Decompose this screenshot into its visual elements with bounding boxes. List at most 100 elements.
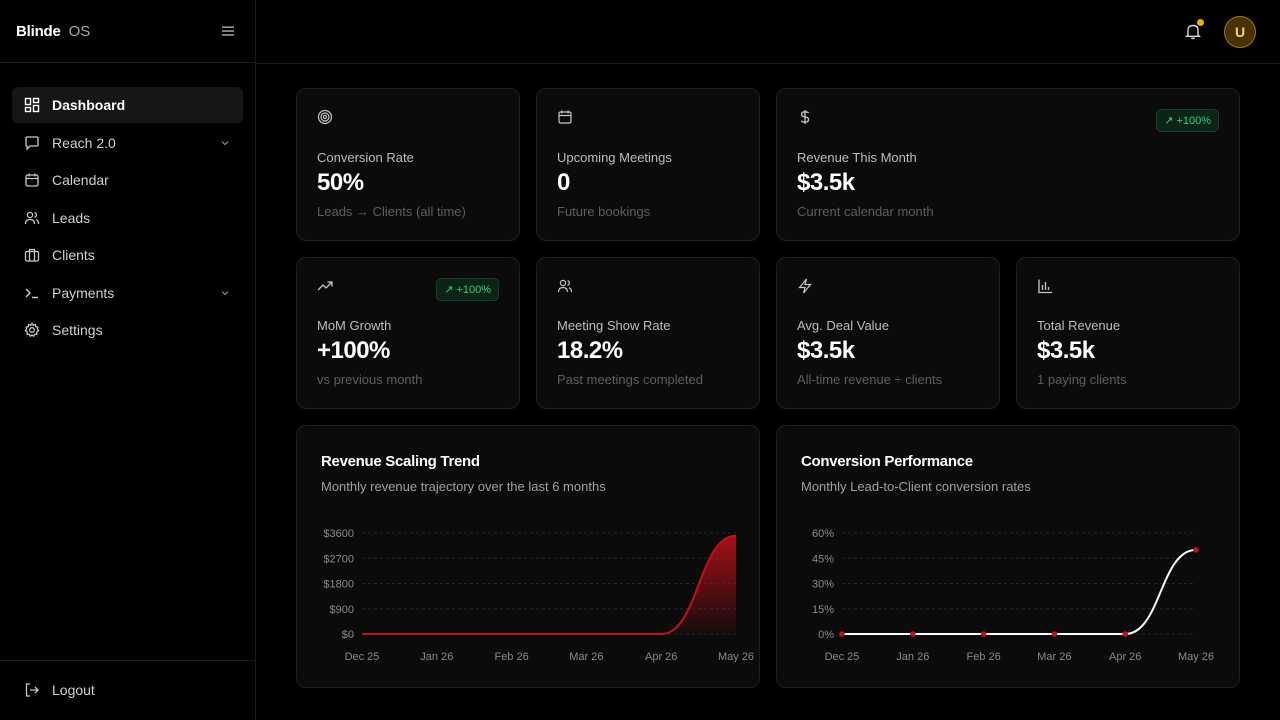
stat-value: $3.5k bbox=[797, 337, 855, 364]
sidebar-item-dashboard[interactable]: Dashboard bbox=[12, 87, 243, 123]
briefcase-icon bbox=[24, 247, 40, 263]
x-tick-label: May 26 bbox=[718, 651, 754, 663]
top-header: U bbox=[256, 0, 1280, 64]
change-badge: ↗ +100% bbox=[436, 278, 499, 301]
data-point bbox=[1122, 631, 1128, 637]
revenue-trend-chart: $0 $900 $1800 $2700 $3600 Dec 25 Jan 26 Feb 26 M… bbox=[323, 528, 754, 663]
sidebar-item-label: Payments bbox=[52, 284, 115, 301]
y-tick-label: $2700 bbox=[323, 553, 354, 565]
dashboard-icon bbox=[24, 97, 40, 113]
data-point bbox=[910, 631, 916, 637]
stat-subtext: vs previous month bbox=[317, 372, 423, 387]
data-point bbox=[1051, 631, 1058, 637]
menu-icon[interactable] bbox=[221, 24, 235, 38]
stat-card-avg-deal-value: Avg. Deal Value $3.5k All-time revenue ÷… bbox=[776, 257, 1000, 409]
stat-card-revenue-this-month: ↗ +100% Revenue This Month $3.5k Current… bbox=[776, 88, 1240, 241]
x-tick-label: Apr 26 bbox=[1109, 651, 1141, 663]
bar-chart-icon bbox=[1038, 279, 1052, 294]
data-point bbox=[1193, 547, 1199, 553]
chart-subtitle: Monthly revenue trajectory over the last… bbox=[321, 479, 606, 494]
chevron-down-icon[interactable] bbox=[221, 289, 229, 297]
arrow-up-right-icon: ↗ bbox=[1164, 115, 1174, 127]
sidebar-item-clients[interactable]: Clients bbox=[12, 237, 243, 273]
brand-suffix: OS bbox=[68, 22, 91, 40]
users-icon bbox=[24, 210, 40, 226]
x-tick-label: Apr 26 bbox=[645, 651, 677, 663]
notifications-button[interactable] bbox=[1184, 19, 1204, 40]
trending-up-icon bbox=[317, 281, 333, 291]
stat-value: $3.5k bbox=[797, 169, 855, 196]
stat-label: Avg. Deal Value bbox=[797, 318, 890, 333]
sidebar-item-label: Clients bbox=[52, 247, 95, 263]
x-tick-label: Mar 26 bbox=[1037, 651, 1071, 663]
badge-text: +100% bbox=[456, 283, 491, 296]
change-badge: ↗ +100% bbox=[1156, 109, 1219, 132]
sidebar-nav: Dashboard Reach 2.0 C bbox=[0, 63, 255, 348]
y-tick-label: 30% bbox=[812, 579, 834, 591]
x-tick-label: Mar 26 bbox=[569, 651, 603, 663]
data-point bbox=[839, 631, 845, 637]
stat-label: MoM Growth bbox=[317, 318, 392, 333]
users-icon bbox=[557, 279, 573, 293]
calendar-icon bbox=[558, 110, 572, 124]
sidebar-item-label: Leads bbox=[52, 209, 91, 226]
x-tick-label: Jan 26 bbox=[420, 651, 453, 663]
chevron-down-icon[interactable] bbox=[221, 139, 229, 147]
stat-value: 0 bbox=[557, 169, 570, 196]
logout-label: Logout bbox=[52, 681, 95, 698]
stat-label: Conversion Rate bbox=[317, 150, 414, 165]
x-tick-label: Dec 25 bbox=[825, 651, 860, 663]
sidebar-footer: Logout bbox=[0, 660, 255, 720]
stat-value: $3.5k bbox=[1037, 337, 1095, 364]
chart-title: Conversion Performance bbox=[801, 453, 973, 470]
area-fill bbox=[362, 535, 736, 634]
sidebar-item-label: Reach 2.0 bbox=[52, 134, 116, 151]
stat-card-meeting-show-rate: Meeting Show Rate 18.2% Past meetings co… bbox=[536, 257, 760, 409]
stat-subtext: Future bookings bbox=[557, 204, 651, 219]
gear-icon bbox=[24, 322, 40, 338]
stat-label: Upcoming Meetings bbox=[557, 150, 672, 165]
sidebar: Blinde OS Dashboard bbox=[0, 0, 256, 720]
stat-value: 18.2% bbox=[557, 337, 623, 364]
y-tick-label: $900 bbox=[330, 604, 354, 616]
stat-subtext: Current calendar month bbox=[797, 204, 934, 219]
x-tick-label: Feb 26 bbox=[966, 651, 1000, 663]
stat-card-total-revenue: Total Revenue $3.5k 1 paying clients bbox=[1016, 257, 1240, 409]
sidebar-item-reach[interactable]: Reach 2.0 bbox=[12, 125, 243, 161]
stat-value: +100% bbox=[317, 337, 390, 364]
terminal-icon bbox=[24, 285, 40, 301]
avatar[interactable]: U bbox=[1224, 16, 1256, 48]
revenue-trend-chart-card: Revenue Scaling Trend Monthly revenue tr… bbox=[296, 425, 760, 688]
stat-label: Total Revenue bbox=[1037, 318, 1121, 333]
bell-icon bbox=[1185, 24, 1201, 40]
chat-icon bbox=[24, 135, 40, 151]
notification-dot bbox=[1197, 19, 1204, 26]
dollar-icon bbox=[800, 110, 810, 124]
sidebar-item-label: Settings bbox=[52, 322, 103, 338]
x-tick-label: Jan 26 bbox=[896, 651, 929, 663]
y-tick-label: 15% bbox=[812, 604, 834, 616]
badge-text: +100% bbox=[1176, 114, 1211, 127]
x-tick-label: Feb 26 bbox=[494, 651, 528, 663]
y-tick-label: 0% bbox=[818, 629, 834, 641]
sidebar-item-label: Dashboard bbox=[52, 97, 126, 113]
sidebar-item-calendar[interactable]: Calendar bbox=[12, 162, 243, 198]
target-icon bbox=[317, 109, 333, 125]
data-point bbox=[980, 631, 987, 637]
y-tick-label: $1800 bbox=[323, 579, 354, 591]
series-line bbox=[841, 548, 1197, 635]
sidebar-item-label: Calendar bbox=[52, 172, 109, 188]
stat-subtext: 1 paying clients bbox=[1037, 372, 1127, 387]
stat-subtext: Past meetings completed bbox=[557, 372, 703, 387]
stat-subtext: All-time revenue ÷ clients bbox=[797, 372, 943, 387]
bolt-icon bbox=[798, 278, 812, 294]
sidebar-item-settings[interactable]: Settings bbox=[12, 312, 243, 348]
logout-button[interactable]: Logout bbox=[12, 672, 243, 708]
logout-icon bbox=[24, 682, 40, 698]
stat-label: Meeting Show Rate bbox=[557, 318, 671, 333]
sidebar-item-payments[interactable]: Payments bbox=[12, 275, 243, 311]
sidebar-item-leads[interactable]: Leads bbox=[12, 200, 243, 236]
calendar-icon bbox=[24, 172, 40, 188]
y-tick-label: 45% bbox=[812, 553, 834, 565]
series-line bbox=[361, 534, 737, 635]
